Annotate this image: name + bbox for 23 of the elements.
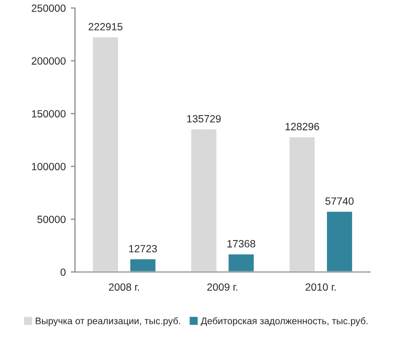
bar [92,36,120,272]
y-tick-label: 100000 [32,162,66,170]
data-label: 128296 [286,122,320,130]
data-label: 222915 [88,23,122,30]
data-label: 135729 [187,115,221,122]
legend-label: Дебиторская задолженность, тыс.руб. [200,317,368,326]
bar [326,210,354,272]
y-tick-label: 50000 [37,216,66,224]
data-label: 12723 [129,244,157,252]
x-tick-label: 2008 г. [108,283,139,291]
y-tick-label: 150000 [32,110,66,118]
y-tick-label: 250000 [32,4,66,12]
data-label: 17368 [227,240,256,248]
bar [227,252,256,272]
y-tick-label: 0 [60,268,66,276]
bar [128,258,157,272]
legend-label: Выручка от реализации, тыс.руб. [36,317,180,326]
y-tick-label: 200000 [32,57,66,65]
x-tick-label: 2010 г. [306,283,336,291]
bar [288,136,316,272]
x-tick-label: 2009 г. [207,283,238,291]
bar [190,128,218,272]
data-label: 57740 [325,197,354,205]
